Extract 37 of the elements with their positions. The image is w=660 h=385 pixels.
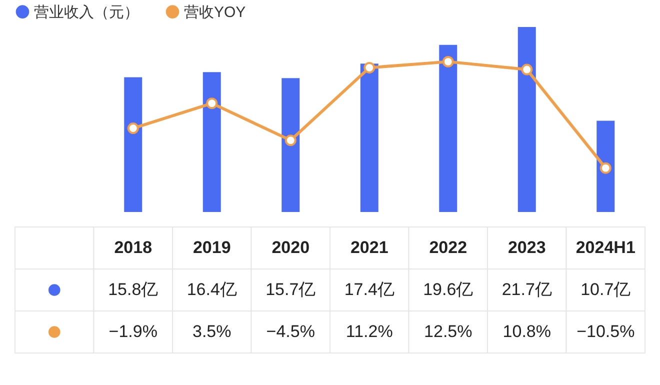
data-label: 3.5% xyxy=(192,322,232,341)
data-label: −1.9% xyxy=(108,322,158,341)
data-label: 12.5% xyxy=(424,322,472,341)
x-tick-label: 2020 xyxy=(272,238,310,257)
x-tick-label: 2021 xyxy=(350,238,388,257)
data-label: 10.7亿 xyxy=(580,280,631,299)
bar xyxy=(596,120,615,212)
bar xyxy=(360,64,378,212)
point xyxy=(284,134,296,146)
data-label: −4.5% xyxy=(266,322,315,341)
data-label: 19.6亿 xyxy=(423,280,474,299)
bar xyxy=(439,44,458,212)
point xyxy=(206,98,218,110)
bar xyxy=(518,27,536,212)
point xyxy=(442,56,454,68)
point xyxy=(364,62,376,74)
x-tick-label: 2024H1 xyxy=(576,238,636,257)
x-tick-label: 2019 xyxy=(192,238,231,257)
data-label: 11.2% xyxy=(346,322,393,341)
bar xyxy=(124,77,142,212)
x-tick-label: 2022 xyxy=(429,238,468,257)
bar xyxy=(202,72,221,212)
data-label: 15.7亿 xyxy=(266,280,316,299)
legend-label: 营业收入（元） xyxy=(34,4,139,21)
point xyxy=(127,122,139,134)
data-label: −10.5% xyxy=(576,322,635,341)
legend-label: 营收YOY xyxy=(184,4,246,21)
x-tick-label: 2018 xyxy=(114,238,152,257)
data-label: 10.8% xyxy=(502,322,551,341)
x-tick-label: 2023 xyxy=(508,238,546,257)
bar xyxy=(282,78,300,212)
data-label: 21.7亿 xyxy=(502,280,552,299)
point xyxy=(521,64,533,76)
data-label: 17.4亿 xyxy=(344,280,394,299)
data-label: 15.8亿 xyxy=(108,280,158,299)
point xyxy=(600,162,612,174)
data-label: 16.4亿 xyxy=(186,280,237,299)
